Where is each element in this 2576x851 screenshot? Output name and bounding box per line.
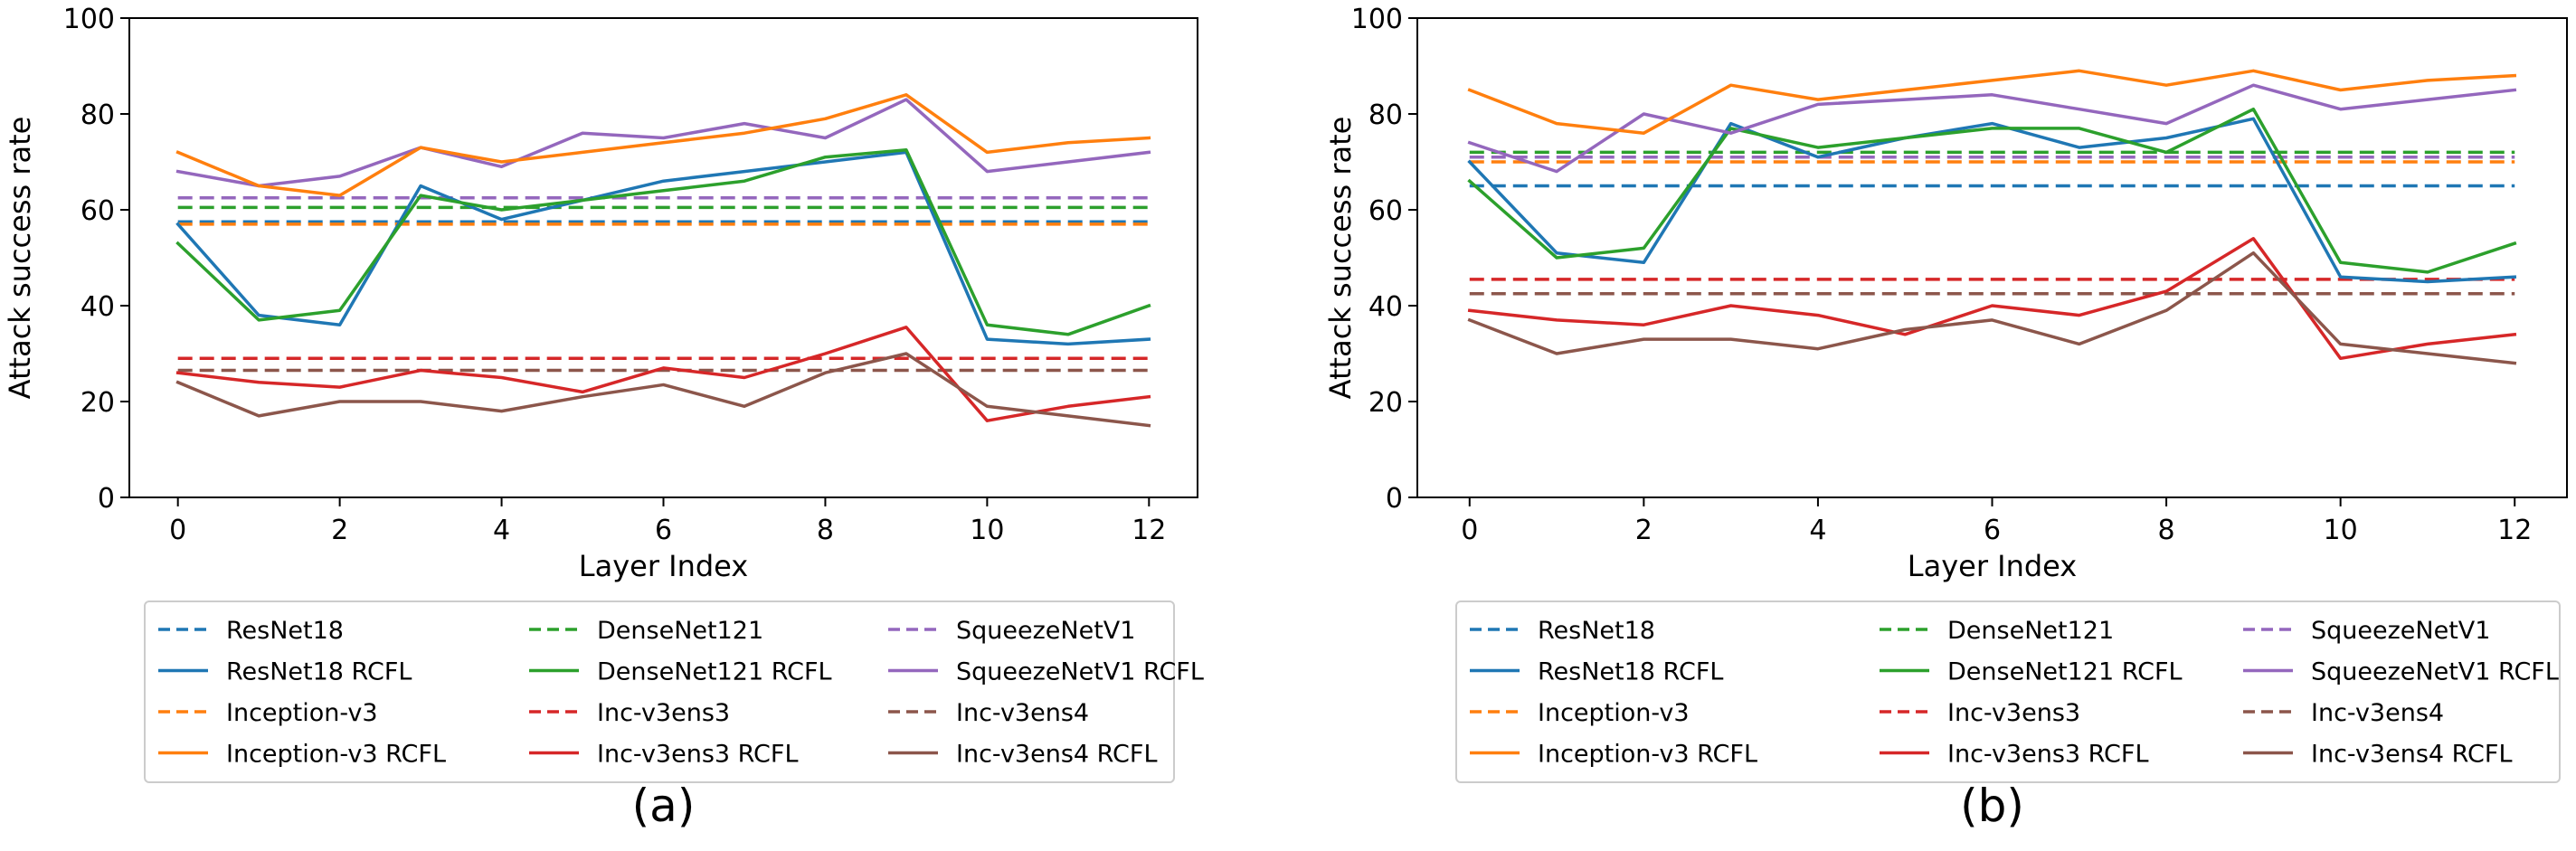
series-squeezenetv1-rcfl [1467, 83, 2517, 174]
y-tick-label: 40 [80, 291, 115, 323]
y-tick-label: 20 [1368, 387, 1403, 419]
legend-label: SqueezeNetV1 [956, 617, 1135, 645]
legend-box [1455, 600, 2561, 783]
x-tick-label: 6 [1984, 515, 2001, 546]
legend-label: Inception-v3 [226, 699, 378, 727]
x-tick-label: 12 [1132, 515, 1166, 546]
series-inception-v3-rcfl [175, 93, 1151, 197]
panel-label: (b) [1960, 780, 2024, 832]
y-tick-label: 40 [1368, 291, 1403, 323]
panel-label: (a) [632, 780, 696, 832]
legend: ResNet18 DenseNet121 SqueezeNetV1 ResNet18 … [1455, 600, 2561, 783]
x-tick-label: 10 [2324, 515, 2358, 546]
legend: ResNet18 DenseNet121 SqueezeNetV1 ResNet18 … [144, 600, 1204, 783]
panel-a: 0 20 40 60 80 100 0 2 4 6 8 10 12 Layer Index Attack s… [3, 4, 1204, 832]
plot-frame [128, 17, 1198, 498]
series-inception-v3-rcfl [1467, 69, 2517, 135]
legend-label: ResNet18 [1538, 617, 1655, 645]
legend-label: Inc-v3ens4 [2311, 699, 2444, 727]
legend-label: Inc-v3ens3 [1947, 699, 2080, 727]
x-tick-label: 4 [493, 515, 510, 546]
legend-label: DenseNet121 RCFL [1947, 658, 2183, 686]
legend-label: Inception-v3 RCFL [1538, 741, 1757, 769]
y-axis-label: Attack success rate [1323, 117, 1358, 400]
legend-label: SqueezeNetV1 RCFL [2311, 658, 2559, 686]
y-tick-label: 60 [1368, 195, 1403, 227]
legend-label: ResNet18 RCFL [1538, 658, 1723, 686]
legend-label: Inc-v3ens4 RCFL [956, 741, 1158, 769]
legend-label: ResNet18 [226, 617, 344, 645]
x-tick-label: 0 [1461, 515, 1478, 546]
legend-label: SqueezeNetV1 RCFL [956, 658, 1204, 686]
legend-label: SqueezeNetV1 [2311, 617, 2490, 645]
x-axis-label: Layer Index [579, 549, 748, 583]
legend-label: Inc-v3ens3 RCFL [1947, 741, 2149, 769]
y-tick-label: 100 [1351, 4, 1403, 35]
y-tick-label: 80 [1368, 99, 1403, 131]
x-tick-label: 8 [2158, 515, 2175, 546]
legend-label: Inception-v3 RCFL [226, 741, 446, 769]
y-tick-label: 20 [80, 387, 115, 419]
series-inc-v3ens4-rcfl [1467, 251, 2517, 365]
series-inc-v3ens4-rcfl [175, 352, 1151, 428]
legend-label: DenseNet121 [597, 617, 763, 645]
panel-b: 0 20 40 60 80 100 0 2 4 6 8 10 12 Layer Index Attack s… [1323, 4, 2568, 832]
y-tick-label: 100 [63, 4, 115, 35]
legend-label: Inc-v3ens3 [597, 699, 730, 727]
y-tick-label: 0 [1386, 483, 1403, 515]
y-tick-label: 80 [80, 99, 115, 131]
legend-label: Inc-v3ens3 RCFL [597, 741, 799, 769]
x-tick-label: 10 [970, 515, 1004, 546]
legend-label: Inception-v3 [1538, 699, 1690, 727]
x-tick-label: 4 [1809, 515, 1826, 546]
series-resnet18-rcfl [175, 150, 1151, 346]
legend-label: Inc-v3ens4 [956, 699, 1089, 727]
x-tick-label: 6 [655, 515, 672, 546]
plot-frame [1416, 17, 2568, 498]
x-tick-label: 8 [817, 515, 834, 546]
x-tick-label: 2 [331, 515, 348, 546]
y-axis-label: Attack success rate [3, 117, 37, 400]
series-inc-v3ens3-rcfl [1467, 237, 2517, 361]
legend-label: DenseNet121 [1947, 617, 2114, 645]
legend-label: Inc-v3ens4 RCFL [2311, 741, 2513, 769]
series-squeezenetv1-rcfl [175, 98, 1151, 188]
y-tick-label: 0 [98, 483, 115, 515]
legend-label: DenseNet121 RCFL [597, 658, 832, 686]
series-densenet121-rcfl [1467, 107, 2517, 274]
x-axis-label: Layer Index [1908, 549, 2077, 583]
legend-label: ResNet18 RCFL [226, 658, 412, 686]
series-inc-v3ens3-rcfl [175, 326, 1151, 422]
x-tick-label: 12 [2497, 515, 2532, 546]
series-densenet121-rcfl [175, 148, 1151, 336]
x-tick-label: 0 [169, 515, 186, 546]
x-tick-label: 2 [1635, 515, 1653, 546]
legend-box [144, 600, 1175, 783]
series-resnet18-rcfl [1467, 117, 2517, 284]
y-tick-label: 60 [80, 195, 115, 227]
